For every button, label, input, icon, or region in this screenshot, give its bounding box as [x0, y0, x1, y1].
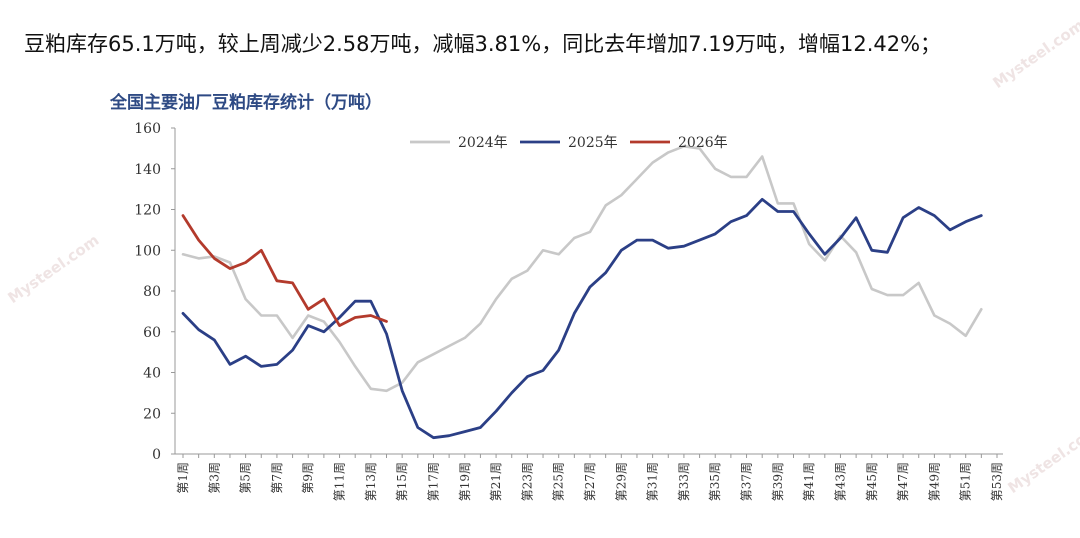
x-tick-label: 第23周 — [520, 462, 534, 501]
x-tick-label: 第39周 — [771, 462, 785, 501]
y-tick-label: 40 — [143, 366, 161, 382]
x-tick-label: 第11周 — [333, 462, 347, 501]
x-tick-label: 第41周 — [802, 462, 816, 501]
series-line-2024年 — [181, 145, 983, 393]
x-tick-label: 第5周 — [239, 462, 253, 494]
legend-label: 2024年 — [458, 135, 508, 151]
x-tick-label: 第7周 — [270, 462, 284, 494]
chart-title: 全国主要油厂豆粕库存统计（万吨） — [109, 92, 382, 113]
x-tick-label: 第43周 — [833, 462, 847, 501]
headline-text: 豆粕库存65.1万吨，较上周减少2.58万吨，减幅3.81%，同比去年增加7.1… — [24, 32, 942, 56]
x-tick-label: 第1周 — [176, 462, 190, 494]
x-tick-label: 第45周 — [865, 462, 879, 501]
x-tick-label: 第17周 — [426, 462, 440, 501]
series-line-2026年 — [181, 214, 388, 327]
chart-legend: 2024年 2025年 2026年 — [410, 135, 728, 151]
y-tick-label: 140 — [134, 162, 161, 178]
x-tick-label: 第21周 — [489, 462, 503, 501]
x-tick-label: 第19周 — [458, 462, 472, 501]
x-tick-label: 第29周 — [614, 462, 628, 501]
x-tick-label: 第9周 — [301, 462, 315, 494]
x-tick-label: 第27周 — [583, 462, 597, 501]
series-lines — [181, 145, 983, 440]
x-tick-label: 第25周 — [552, 462, 566, 501]
series-line-2025年 — [181, 197, 983, 440]
x-tick-label: 第15周 — [395, 462, 409, 501]
x-tick-label: 第51周 — [959, 462, 973, 501]
x-tick-label: 第47周 — [896, 462, 910, 501]
y-axis-ticks: 0 20 40 60 80 100 120 140 160 — [134, 121, 175, 463]
y-tick-label: 20 — [143, 406, 161, 422]
y-tick-label: 0 — [152, 447, 161, 463]
x-tick-label: 第53周 — [990, 462, 1004, 501]
x-tick-label: 第37周 — [740, 462, 754, 501]
y-tick-label: 160 — [134, 121, 161, 137]
legend-label: 2026年 — [678, 135, 728, 151]
x-tick-label: 第33周 — [677, 462, 691, 501]
x-tick-label: 第31周 — [646, 462, 660, 501]
y-tick-label: 120 — [134, 203, 161, 219]
x-tick-label: 第13周 — [364, 462, 378, 501]
y-tick-label: 100 — [134, 243, 161, 259]
x-tick-label: 第49周 — [927, 462, 941, 501]
x-tick-label: 第35周 — [708, 462, 722, 501]
x-tick-label: 第3周 — [207, 462, 221, 494]
legend-label: 2025年 — [568, 135, 618, 151]
y-tick-label: 80 — [143, 284, 161, 300]
y-tick-label: 60 — [143, 325, 161, 341]
x-axis-ticks: 第1周 第3周 第5周 第7周 第9周 第11周 第13周 第15周 第17周 第19周 第21周 第… — [176, 454, 1004, 501]
